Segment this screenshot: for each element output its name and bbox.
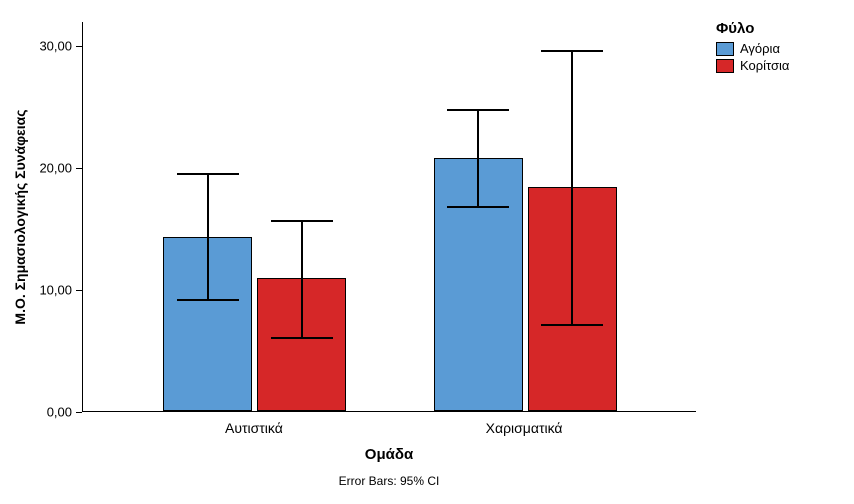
error-cap bbox=[271, 337, 332, 339]
legend-label: Αγόρια bbox=[740, 41, 780, 56]
xtick-label: Χαρισματικά bbox=[486, 420, 563, 436]
ytick-mark bbox=[76, 46, 82, 47]
ytick-label: 10,00 bbox=[0, 283, 72, 298]
error-cap bbox=[541, 324, 602, 326]
legend-item: Αγόρια bbox=[716, 41, 789, 56]
error-cap bbox=[177, 173, 238, 175]
error-bar bbox=[571, 51, 573, 325]
ytick-label: 30,00 bbox=[0, 39, 72, 54]
error-bar bbox=[477, 110, 479, 208]
legend-item: Κορίτσια bbox=[716, 58, 789, 73]
error-cap bbox=[447, 109, 508, 111]
error-cap bbox=[177, 299, 238, 301]
error-cap bbox=[447, 206, 508, 208]
plot-area bbox=[82, 22, 696, 412]
legend-label: Κορίτσια bbox=[740, 58, 789, 73]
ytick-mark bbox=[76, 290, 82, 291]
legend-title: Φύλο bbox=[716, 20, 789, 37]
error-bars-caption: Error Bars: 95% CI bbox=[339, 474, 440, 488]
ytick-mark bbox=[76, 168, 82, 169]
bar-chart: Φύλο Αγόρια Κορίτσια 0,00 10,00 20,00 30,00 Μ… bbox=[0, 0, 854, 504]
error-bar bbox=[207, 174, 209, 300]
legend-swatch bbox=[716, 59, 734, 73]
x-axis-label: Ομάδα bbox=[365, 446, 413, 463]
legend: Φύλο Αγόρια Κορίτσια bbox=[716, 20, 789, 75]
y-axis-label: Μ.Ο. Σημασιολογικής Συνάφειας bbox=[12, 109, 28, 324]
error-cap bbox=[271, 220, 332, 222]
legend-swatch bbox=[716, 42, 734, 56]
xtick-label: Αυτιστικά bbox=[225, 420, 283, 436]
error-cap bbox=[541, 50, 602, 52]
ytick-label: 0,00 bbox=[0, 405, 72, 420]
ytick-label: 20,00 bbox=[0, 161, 72, 176]
error-bar bbox=[301, 221, 303, 338]
ytick-mark bbox=[76, 412, 82, 413]
